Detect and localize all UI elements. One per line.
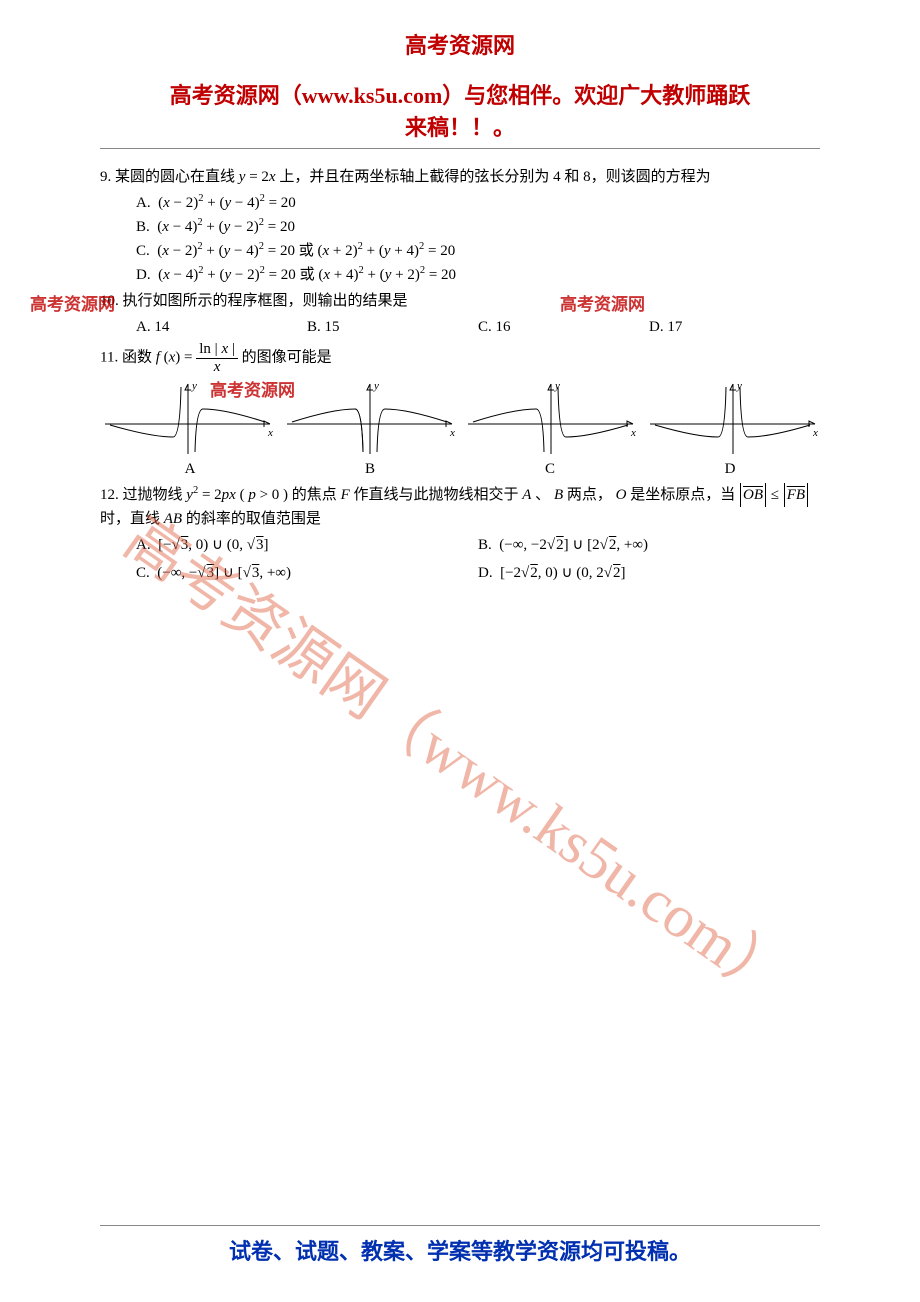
q12-eq: y2 = 2px ( p > 0 ): [186, 487, 288, 503]
q11-graph-a: x y: [100, 379, 275, 457]
q11-label-b: B: [280, 457, 460, 481]
q12-FB: FB: [784, 483, 808, 507]
question-12: 12. 过抛物线 y2 = 2px ( p > 0 ) 的焦点 F 作直线与此抛…: [100, 483, 820, 531]
q12-pre: 12. 过抛物线: [100, 487, 186, 503]
q10-B: B. 15: [307, 315, 478, 339]
question-10: 10. 执行如图所示的程序框图，则输出的结果是: [100, 289, 820, 313]
q12-mid2: 作直线与此抛物线相交于: [353, 487, 522, 503]
q11-label-a: A: [100, 457, 280, 481]
q12-leq: ≤: [771, 487, 783, 503]
q11-post: 的图像可能是: [242, 349, 332, 365]
svg-text:x: x: [630, 427, 636, 439]
q12-OB: OB: [740, 483, 766, 507]
q10-A: A. 14: [136, 315, 307, 339]
q11-fx: f (x) =: [156, 349, 197, 365]
q9-B-label: B.: [136, 219, 150, 235]
question-11: 11. 函数 f (x) = ln | x | x 的图像可能是: [100, 341, 820, 375]
q12-B: B: [554, 487, 563, 503]
q11-graph-b: x y: [282, 379, 457, 457]
q12-opt-c: C. (−∞, −√3] ∪ [√3, +∞): [136, 561, 478, 585]
content-area: 高考资源网 高考资源网 高考资源网 9. 某圆的圆心在直线 y = 2x 上，并…: [0, 165, 920, 585]
q12-mid6: 的斜率的取值范围是: [186, 511, 321, 527]
svg-text:x: x: [267, 427, 273, 439]
q12-sep: 、: [535, 487, 550, 503]
q12-opt-b: B. (−∞, −2√2] ∪ [2√2, +∞): [478, 533, 820, 557]
svg-text:y: y: [554, 380, 560, 392]
q12-A-label: A.: [136, 537, 151, 553]
q11-graph-labels: A B C D: [100, 457, 820, 481]
q12-F: F: [341, 487, 350, 503]
q11-label-d: D: [640, 457, 820, 481]
q10-D: D. 17: [649, 315, 820, 339]
q9-pre: 9. 某圆的圆心在直线: [100, 169, 239, 185]
q11-graph-d: x y: [645, 379, 820, 457]
q11-num: ln | x |: [196, 341, 238, 359]
q12-O: O: [616, 487, 627, 503]
q11-label-c: C: [460, 457, 640, 481]
q12-D-label: D.: [478, 565, 493, 581]
q10-options: A. 14 B. 15 C. 16 D. 17: [100, 315, 820, 339]
q12-mid3: 两点，: [567, 487, 612, 503]
q9-A-label: A.: [136, 195, 151, 211]
q12-opt-d: D. [−2√2, 0) ∪ (0, 2√2]: [478, 561, 820, 585]
q9-opt-a: A. (x − 2)2 + (y − 4)2 = 20: [100, 191, 820, 215]
svg-text:y: y: [191, 380, 197, 392]
q11-graph-c: x y: [463, 379, 638, 457]
footer: 试卷、试题、教案、学案等教学资源均可投稿。: [100, 1225, 820, 1266]
q12-B-label: B.: [478, 537, 492, 553]
subheader-suffix: ）与您相伴。欢迎广大教师踊跃来稿！！。: [405, 83, 750, 140]
q12-A: A: [522, 487, 531, 503]
q12-options: A. [−√3, 0) ∪ (0, √3] B. (−∞, −2√2] ∪ [2…: [100, 533, 820, 585]
q9-opt-d: D. (x − 4)2 + (y − 2)2 = 20 或 (x + 4)2 +…: [100, 263, 820, 287]
question-9: 9. 某圆的圆心在直线 y = 2x 上，并且在两坐标轴上截得的弦长分别为 4 …: [100, 165, 820, 189]
q10-C: C. 16: [478, 315, 649, 339]
q9-eq: y = 2x: [239, 169, 276, 185]
svg-text:y: y: [373, 380, 379, 392]
q11-den: x: [196, 359, 238, 376]
q11-fraction: ln | x | x: [196, 341, 238, 375]
subheader-prefix: 高考资源网（: [170, 83, 302, 108]
q9-C-label: C.: [136, 243, 150, 259]
q12-mid4-1: 是坐标原点，当: [630, 487, 739, 503]
subheader: 高考资源网（www.ks5u.com）与您相伴。欢迎广大教师踊跃来稿！！。: [100, 60, 820, 149]
q9-mid: 上，并且在两坐标轴上截得的弦长分别为 4 和 8，则该圆的方程为: [279, 169, 710, 185]
svg-text:x: x: [449, 427, 455, 439]
subheader-url: www.ks5u.com: [302, 83, 443, 108]
svg-text:x: x: [812, 427, 818, 439]
q9-D-label: D.: [136, 267, 151, 283]
q12-C-label: C.: [136, 565, 150, 581]
q12-opt-a: A. [−√3, 0) ∪ (0, √3]: [136, 533, 478, 557]
q11-pre: 11. 函数: [100, 349, 156, 365]
site-title: 高考资源网: [0, 0, 920, 60]
q12-mid1: 的焦点: [292, 487, 341, 503]
q9-opt-b: B. (x − 4)2 + (y − 2)2 = 20: [100, 215, 820, 239]
q12-AB: AB: [164, 511, 182, 527]
page: 高考资源网 高考资源网（www.ks5u.com）与您相伴。欢迎广大教师踊跃来稿…: [0, 0, 920, 1302]
q9-opt-c: C. (x − 2)2 + (y − 4)2 = 20 或 (x + 2)2 +…: [100, 239, 820, 263]
q11-graphs: x y x y: [100, 379, 820, 457]
svg-text:y: y: [736, 380, 742, 392]
q12-mid5: 时，直线: [100, 511, 164, 527]
